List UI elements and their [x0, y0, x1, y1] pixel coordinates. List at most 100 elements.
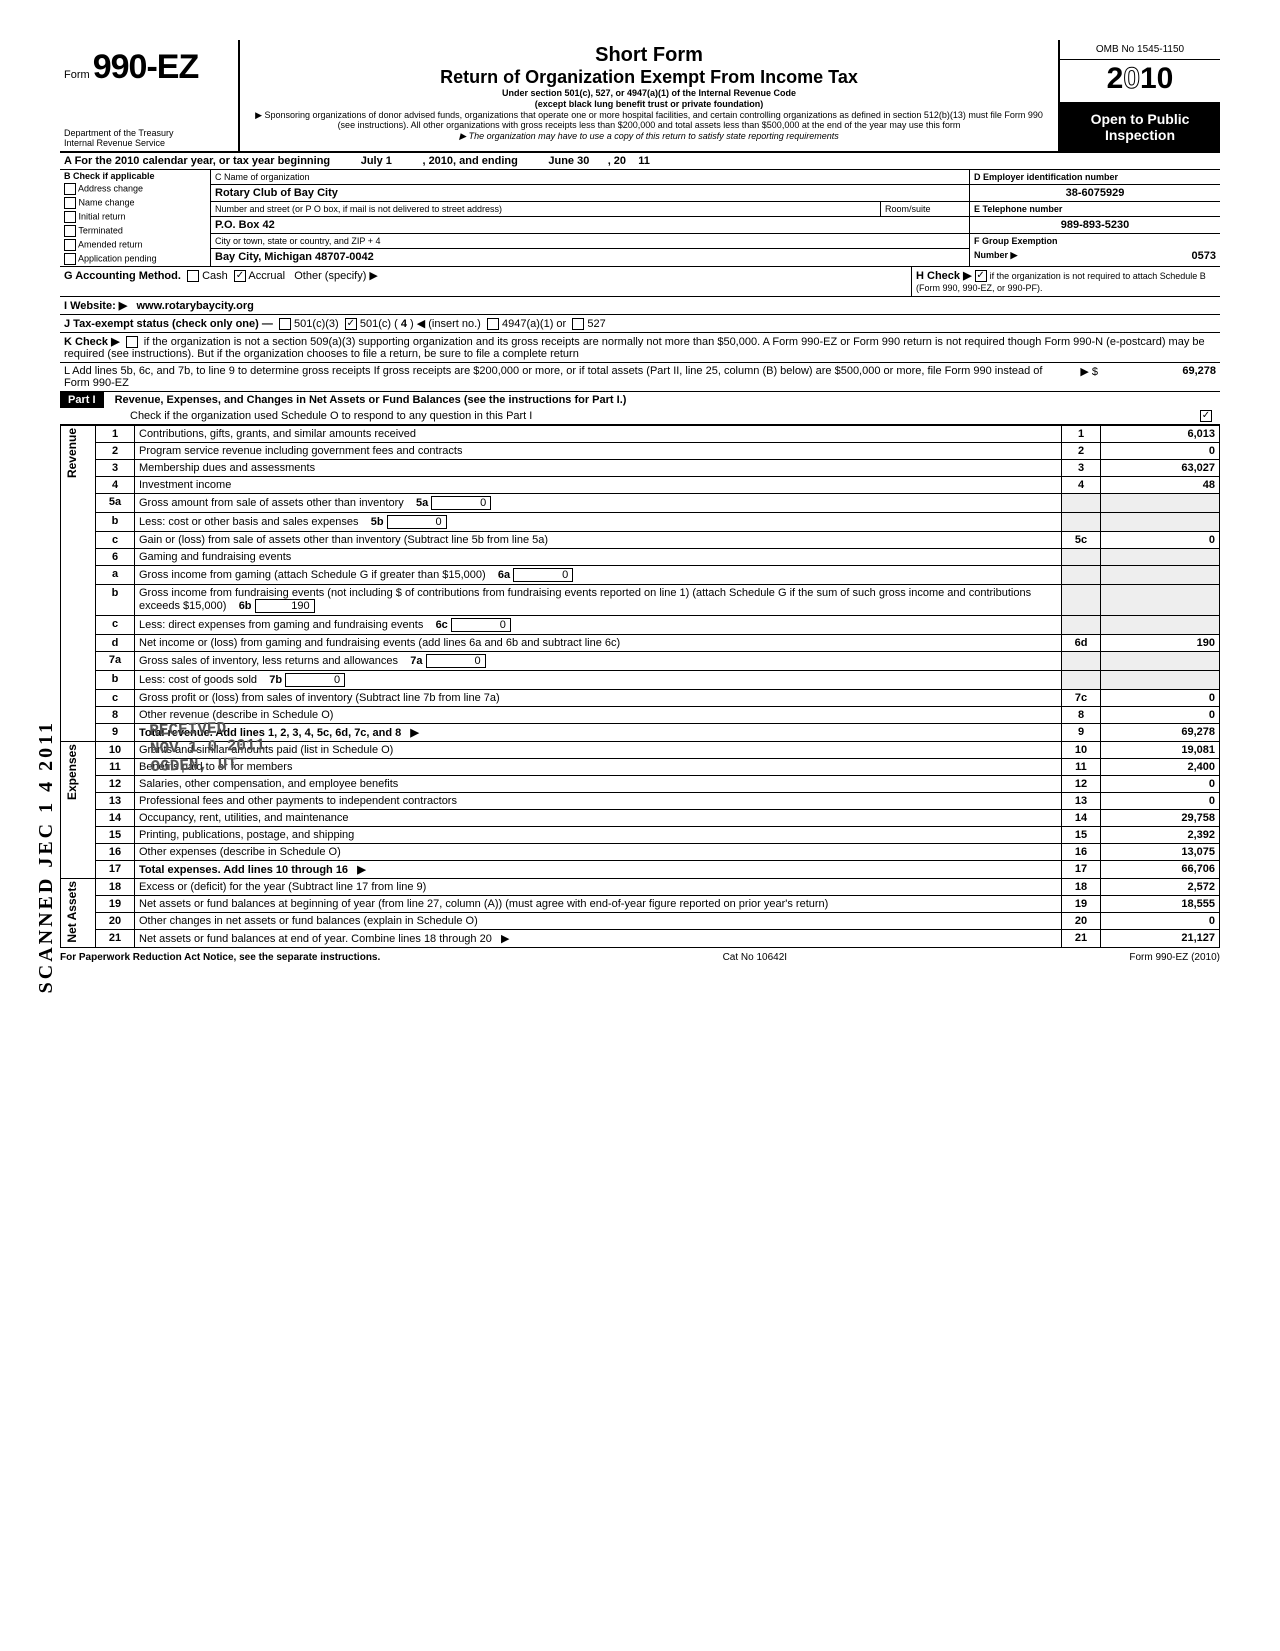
- k-label: K Check ▶: [64, 336, 120, 348]
- table-row: 21 Net assets or fund balances at end of…: [61, 930, 1220, 948]
- line-label-text: Gross income from gaming (attach Schedul…: [139, 569, 486, 581]
- c-city-label: City or town, state or country, and ZIP …: [211, 234, 969, 249]
- line-box: 8: [1062, 707, 1101, 724]
- line-num: 1: [96, 426, 135, 443]
- shaded-cell: [1062, 616, 1101, 635]
- line-val: 190: [1101, 635, 1220, 652]
- inner-box-num: 5b: [371, 516, 384, 528]
- shaded-cell: [1101, 513, 1220, 532]
- line-num: 6: [96, 549, 135, 566]
- line-box: 5c: [1062, 532, 1101, 549]
- line-label: Grants and similar amounts paid (list in…: [135, 742, 1062, 759]
- checkbox-icon[interactable]: [64, 183, 76, 195]
- shaded-cell: [1101, 494, 1220, 513]
- line-label: Gain or (loss) from sale of assets other…: [135, 532, 1062, 549]
- f-label2: Number ▶: [974, 250, 1017, 262]
- g-cash: Cash: [202, 270, 228, 282]
- checkbox-icon[interactable]: [64, 197, 76, 209]
- table-row: d Net income or (loss) from gaming and f…: [61, 635, 1220, 652]
- checkbox-icon[interactable]: [279, 318, 291, 330]
- line-num: 12: [96, 776, 135, 793]
- subline-3: ▶ Sponsoring organizations of donor advi…: [248, 110, 1050, 132]
- line-num: c: [96, 532, 135, 549]
- line-label: Gross profit or (loss) from sales of inv…: [135, 690, 1062, 707]
- line-box: 13: [1062, 793, 1101, 810]
- b-item-5: Application pending: [60, 252, 210, 266]
- inner-box-val: 0: [451, 618, 511, 632]
- i-value: www.rotarybaycity.org: [136, 300, 253, 312]
- inner-box-val: 190: [255, 599, 315, 613]
- shaded-cell: [1062, 652, 1101, 671]
- c-street-label: Number and street (or P O box, if mail i…: [211, 202, 880, 216]
- line-label: Net income or (loss) from gaming and fun…: [135, 635, 1062, 652]
- line-num: 13: [96, 793, 135, 810]
- line-a-text: A For the 2010 calendar year, or tax yea…: [64, 155, 330, 167]
- b-item-0: Address change: [60, 182, 210, 196]
- table-row: 6 Gaming and fundraising events: [61, 549, 1220, 566]
- line-num: 19: [96, 896, 135, 913]
- table-row: 13 Professional fees and other payments …: [61, 793, 1220, 810]
- table-row: 5a Gross amount from sale of assets othe…: [61, 494, 1220, 513]
- line-num: c: [96, 690, 135, 707]
- line-a-end-year: 11: [638, 155, 650, 167]
- line-label: Less: cost or other basis and sales expe…: [135, 513, 1062, 532]
- year-prefix: 2: [1107, 62, 1124, 95]
- line-val: 6,013: [1101, 426, 1220, 443]
- received-stamp: RECEIVED NOV 1 0 2011 OGDEN, UT: [149, 718, 266, 776]
- checkbox-icon[interactable]: ✓: [234, 270, 246, 282]
- line-a: A For the 2010 calendar year, or tax yea…: [60, 153, 1220, 170]
- line-l: L Add lines 5b, 6c, and 7b, to line 9 to…: [60, 363, 1220, 392]
- f-label: F Group Exemption: [970, 234, 1220, 248]
- line-num: 4: [96, 477, 135, 494]
- k-text: if the organization is not a section 509…: [64, 336, 1205, 360]
- line-val: 2,392: [1101, 827, 1220, 844]
- j-527: 527: [587, 318, 605, 330]
- e-label: E Telephone number: [970, 202, 1220, 217]
- line-label-text: Net assets or fund balances at end of ye…: [139, 933, 492, 945]
- footer: For Paperwork Reduction Act Notice, see …: [60, 948, 1220, 963]
- checkbox-icon[interactable]: [64, 211, 76, 223]
- col-c: C Name of organization Rotary Club of Ba…: [211, 170, 969, 266]
- checkbox-icon[interactable]: [572, 318, 584, 330]
- line-box: 21: [1062, 930, 1101, 948]
- subline-1: Under section 501(c), 527, or 4947(a)(1)…: [248, 88, 1050, 99]
- j-501c-num: 4: [401, 318, 407, 330]
- line-box: 19: [1062, 896, 1101, 913]
- line-num: 10: [96, 742, 135, 759]
- line-label: Other revenue (describe in Schedule O): [135, 707, 1062, 724]
- line-val: 48: [1101, 477, 1220, 494]
- checkbox-icon[interactable]: ✓: [975, 270, 987, 282]
- line-val: 18,555: [1101, 896, 1220, 913]
- checkbox-icon[interactable]: [64, 239, 76, 251]
- checkbox-icon[interactable]: ✓: [345, 318, 357, 330]
- h-label: H Check ▶: [916, 270, 972, 282]
- j-label: J Tax-exempt status (check only one) —: [64, 318, 273, 330]
- checkbox-icon[interactable]: [64, 253, 76, 265]
- b-item-1: Name change: [60, 196, 210, 210]
- checkbox-icon[interactable]: ✓: [1200, 410, 1212, 422]
- form-number: 990-EZ: [93, 48, 199, 86]
- line-val: 0: [1101, 690, 1220, 707]
- l-text: L Add lines 5b, 6c, and 7b, to line 9 to…: [64, 365, 1042, 389]
- c-name: Rotary Club of Bay City: [211, 185, 969, 202]
- shaded-cell: [1101, 566, 1220, 585]
- line-box: 15: [1062, 827, 1101, 844]
- table-row: Net Assets 18 Excess or (deficit) for th…: [61, 879, 1220, 896]
- checkbox-icon[interactable]: [64, 225, 76, 237]
- line-label: Net assets or fund balances at end of ye…: [135, 930, 1062, 948]
- department-block: Department of the Treasury Internal Reve…: [64, 129, 234, 149]
- inner-box-val: 0: [513, 568, 573, 582]
- line-label: Net assets or fund balances at beginning…: [135, 896, 1062, 913]
- l-value: 69,278: [1102, 363, 1220, 391]
- line-num: 21: [96, 930, 135, 948]
- inner-box-num: 7b: [269, 674, 282, 686]
- checkbox-icon[interactable]: [126, 336, 138, 348]
- checkbox-icon[interactable]: [487, 318, 499, 330]
- g-accrual: Accrual: [248, 270, 285, 282]
- checkbox-icon[interactable]: [187, 270, 199, 282]
- c-city: Bay City, Michigan 48707-0042: [211, 249, 969, 265]
- line-a-begin: July 1: [361, 155, 392, 167]
- year-outline: 0: [1123, 62, 1140, 95]
- line-val: 2,572: [1101, 879, 1220, 896]
- g-other: Other (specify) ▶: [294, 270, 378, 282]
